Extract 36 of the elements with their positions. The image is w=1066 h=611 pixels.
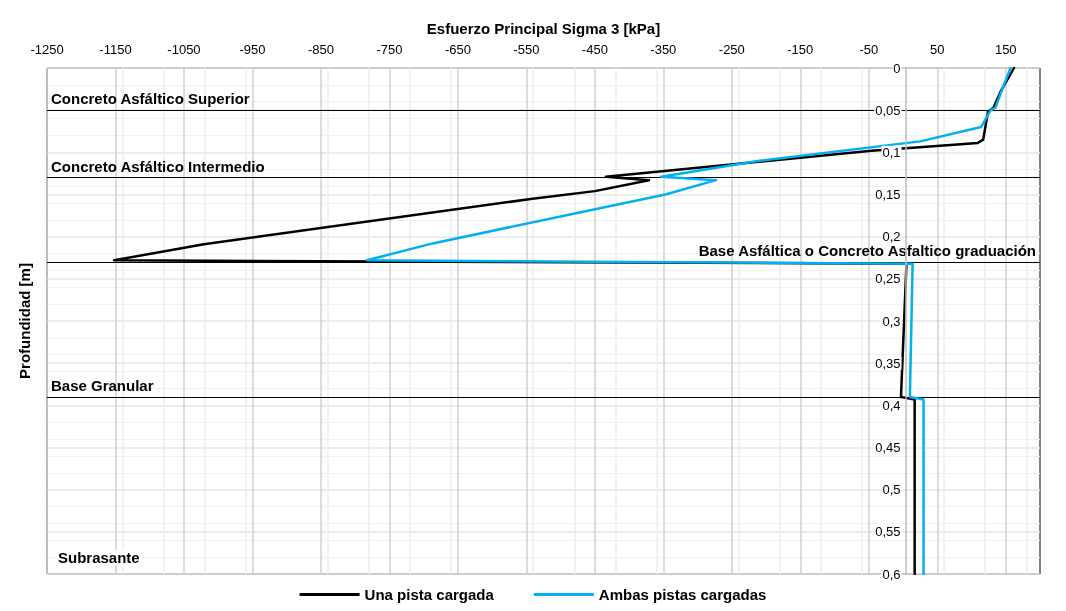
y-tick-label: 0,45 — [875, 440, 901, 455]
x-axis-title: Esfuerzo Principal Sigma 3 [kPa] — [426, 20, 661, 37]
y-tick-label: 0,3 — [882, 313, 901, 329]
x-tick-label: -1150 — [99, 42, 132, 57]
x-tick-label: -450 — [581, 42, 608, 57]
x-tick-label: -50 — [859, 42, 879, 57]
y-tick-label: 0,6 — [882, 566, 901, 582]
y-tick-label: 0,2 — [882, 229, 901, 245]
y-tick-label: 0,55 — [875, 524, 901, 540]
legend-label: Ambas pistas cargadas — [598, 586, 767, 603]
y-tick-label: 0,25 — [875, 271, 901, 287]
y-tick-label: 0,4 — [882, 397, 901, 413]
x-tick-label: 50 — [930, 42, 945, 57]
y-tick-label: 0,1 — [882, 144, 901, 160]
x-tick-label: -1250 — [30, 42, 64, 57]
annotation: Subrasante — [58, 549, 140, 566]
x-tick-label: -1050 — [167, 42, 201, 57]
x-tick-label: -350 — [650, 42, 677, 57]
x-tick-label: -650 — [444, 42, 471, 57]
ref-line-label: Concreto Asfáltico Intermedio — [51, 157, 265, 175]
y-tick-label: 0,05 — [875, 102, 901, 118]
x-tick-label: -950 — [239, 42, 266, 57]
y-axis-title: Profundidad [m] — [15, 263, 33, 379]
x-tick-label: -850 — [307, 42, 334, 57]
x-tick-label: -550 — [513, 42, 540, 57]
x-tick-label: -750 — [376, 42, 403, 57]
x-tick-label: -250 — [718, 42, 745, 57]
x-tick-label: -150 — [787, 42, 814, 57]
legend-label: Una pista cargada — [364, 586, 495, 603]
y-tick-label: 0,5 — [882, 482, 901, 498]
y-tick-label: 0,35 — [875, 355, 901, 371]
x-tick-label: 150 — [994, 42, 1017, 57]
ref-line-label: Concreto Asfáltico Superior — [51, 90, 250, 108]
ref-line-label: Base Granular — [51, 376, 154, 394]
y-tick-label: 0 — [893, 60, 901, 76]
y-tick-label: 0,15 — [875, 187, 901, 202]
